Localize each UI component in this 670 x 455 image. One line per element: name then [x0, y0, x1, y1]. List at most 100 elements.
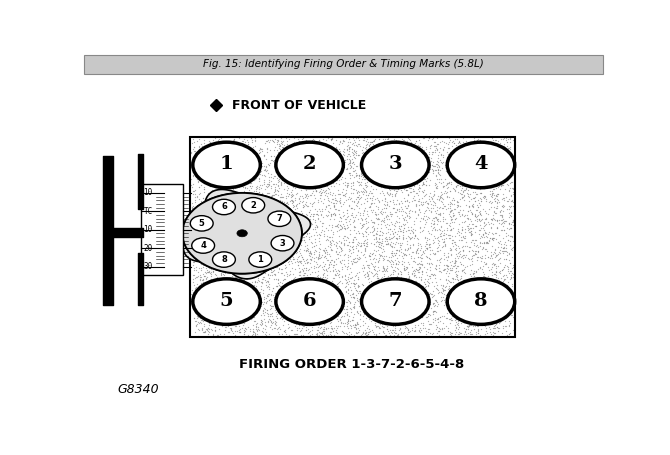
Point	[218, 188, 229, 195]
Point	[507, 264, 517, 271]
Point	[279, 261, 290, 268]
Point	[214, 293, 225, 300]
Point	[314, 207, 325, 215]
Point	[352, 287, 362, 294]
Point	[399, 312, 410, 319]
Point	[396, 222, 407, 230]
Point	[423, 228, 433, 235]
Point	[429, 291, 440, 298]
Point	[270, 263, 281, 271]
Point	[357, 220, 368, 228]
Point	[374, 182, 385, 190]
Point	[397, 226, 408, 233]
Point	[286, 286, 297, 293]
Point	[409, 233, 420, 240]
Point	[342, 285, 353, 293]
Point	[309, 281, 320, 288]
Point	[341, 165, 352, 172]
Point	[431, 203, 442, 211]
Point	[414, 332, 425, 339]
Point	[454, 178, 464, 185]
Point	[249, 248, 260, 255]
Point	[422, 199, 433, 207]
Point	[359, 270, 370, 278]
Point	[478, 258, 489, 266]
Point	[230, 195, 241, 202]
Point	[266, 268, 277, 276]
Point	[486, 282, 496, 289]
Point	[350, 321, 360, 328]
Point	[211, 167, 222, 174]
Point	[498, 288, 509, 295]
Point	[466, 255, 476, 263]
Point	[196, 249, 206, 257]
Point	[478, 174, 489, 182]
Point	[451, 273, 462, 280]
Point	[435, 167, 446, 174]
Point	[297, 163, 308, 170]
Point	[324, 152, 334, 159]
Point	[188, 272, 199, 279]
Point	[379, 178, 390, 185]
Point	[327, 298, 338, 305]
Point	[188, 299, 199, 307]
Point	[322, 313, 332, 320]
Point	[304, 159, 315, 166]
Point	[386, 243, 397, 250]
Point	[479, 254, 490, 262]
Point	[258, 310, 269, 317]
Point	[333, 267, 344, 274]
Point	[412, 153, 423, 161]
Point	[207, 187, 218, 194]
Point	[441, 314, 452, 322]
Point	[237, 158, 247, 166]
Point	[261, 137, 272, 145]
Point	[499, 275, 510, 283]
Point	[478, 168, 489, 176]
Point	[333, 287, 344, 294]
Point	[309, 287, 320, 294]
Point	[327, 296, 338, 303]
Point	[380, 195, 391, 202]
Point	[493, 219, 504, 226]
Point	[226, 228, 237, 236]
Point	[444, 171, 454, 178]
Point	[327, 246, 338, 253]
Point	[496, 163, 507, 171]
Point	[297, 202, 308, 209]
Point	[452, 322, 463, 329]
Point	[281, 137, 292, 144]
Point	[409, 176, 420, 183]
Point	[259, 172, 269, 179]
Point	[483, 211, 494, 218]
Point	[324, 258, 335, 265]
Point	[427, 198, 438, 205]
Point	[502, 273, 513, 280]
Point	[204, 268, 214, 276]
Point	[294, 272, 305, 279]
Point	[445, 264, 456, 272]
Point	[291, 242, 302, 249]
Point	[300, 307, 311, 314]
Point	[291, 160, 302, 167]
Point	[446, 278, 457, 286]
Point	[458, 248, 468, 255]
Point	[328, 331, 339, 339]
Point	[478, 231, 488, 238]
Point	[389, 142, 400, 149]
Point	[488, 208, 499, 215]
Point	[413, 287, 424, 294]
Point	[460, 317, 471, 324]
Point	[300, 154, 311, 162]
Point	[320, 281, 331, 288]
Point	[498, 298, 509, 306]
Point	[213, 253, 224, 261]
Point	[232, 289, 243, 297]
Point	[349, 283, 360, 290]
Point	[358, 148, 369, 156]
Point	[461, 189, 472, 196]
Point	[485, 156, 496, 163]
Point	[465, 181, 476, 188]
Point	[496, 292, 507, 299]
Point	[507, 196, 517, 203]
